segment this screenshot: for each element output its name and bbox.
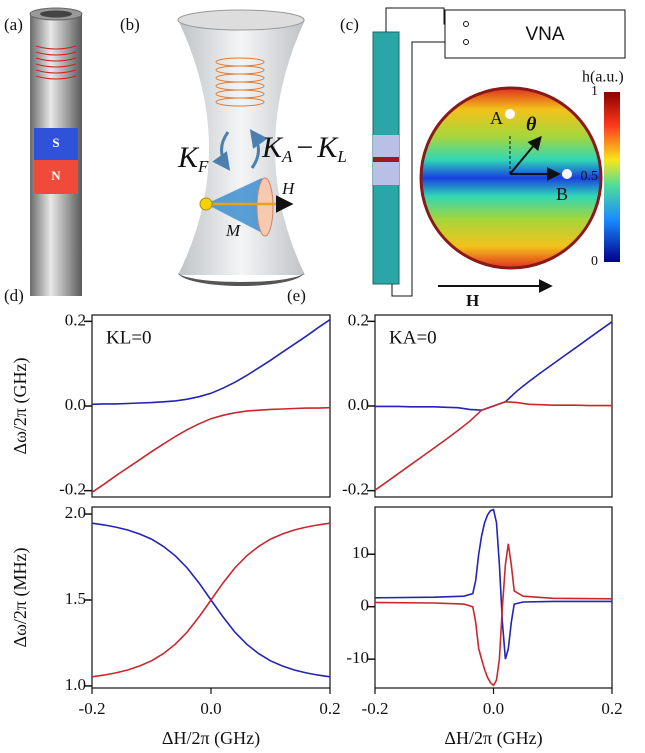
x-tick-label: 0.2 (601, 699, 622, 718)
point-label: A (490, 108, 503, 128)
moment-label: M (225, 221, 241, 240)
vna-label: VNA (525, 24, 564, 45)
y-tick-label: -0.2 (342, 480, 369, 499)
precession-cone (257, 178, 273, 236)
y-tick-label: 1.5 (65, 589, 86, 608)
y-tick-label: 1.0 (65, 675, 86, 694)
panel-label: (e) (287, 286, 306, 305)
x-tick-label: 0.0 (200, 699, 221, 718)
magnet-label: N (51, 168, 61, 183)
x-tick-label: -0.2 (362, 699, 389, 718)
spin (200, 198, 212, 210)
annotation: KL=0 (106, 327, 152, 348)
y-tick-label: 2.0 (65, 503, 86, 522)
field-arrow-label: H (466, 291, 479, 310)
colorbar-tick-label: 0.5 (581, 169, 599, 184)
annotation: KA=0 (389, 327, 437, 348)
y-tick-label: -10 (346, 648, 369, 667)
x-tick-label: 0.2 (319, 699, 340, 718)
y-tick-label: -0.2 (59, 480, 86, 499)
page: (a) (b) (c) S N KF KA−KL H M VNA A B θ h… (0, 0, 645, 753)
data-line (92, 523, 330, 677)
y-tick-label: 10 (352, 543, 369, 562)
panel-label: (d) (4, 286, 24, 305)
magnet-label: S (52, 135, 59, 150)
y-tick-label: 0.2 (65, 310, 86, 329)
y-tick-label: 0.2 (348, 310, 369, 329)
x-tick-label: -0.2 (79, 699, 106, 718)
sample (373, 157, 399, 162)
schematics: (a) (b) (c) S N KF KA−KL H M VNA A B θ h… (4, 8, 625, 310)
y-tick-label: 0 (361, 596, 370, 615)
figure: (a) (b) (c) S N KF KA−KL H M VNA A B θ h… (0, 0, 645, 753)
y-tick-label: 0.0 (348, 395, 369, 414)
x-axis-label: ΔH/2π (GHz) (444, 728, 542, 749)
y-axis-label: Δω/2π (GHz) (10, 358, 31, 455)
y-axis-label: Δω/2π (MHz) (10, 548, 31, 648)
x-axis-label: ΔH/2π (GHz) (162, 728, 260, 749)
cavity-top (178, 10, 304, 30)
field-label: H (281, 179, 296, 198)
angle-label: θ (526, 114, 537, 136)
coupling-label: KF (177, 141, 209, 176)
data-line (92, 408, 330, 493)
point (505, 109, 515, 119)
colorbar (604, 92, 620, 262)
data-line (375, 544, 612, 686)
colorbar-tick-label: 0 (591, 254, 598, 269)
plot-frame (92, 507, 330, 688)
point-label: B (556, 184, 568, 204)
port (464, 22, 469, 27)
coupling-label: KA−KL (261, 131, 347, 166)
colorbar-tick-label: 1 (591, 84, 598, 99)
panel-label: (a) (4, 15, 23, 34)
panel-label: (b) (120, 15, 140, 34)
point (562, 169, 572, 179)
data-line (375, 510, 612, 659)
rod-hole (40, 11, 72, 18)
data-line (375, 402, 612, 490)
port (464, 40, 469, 45)
colorbar-title: h(a.u.) (582, 69, 624, 86)
panel-label: (c) (340, 15, 359, 34)
x-tick-label: 0.0 (483, 699, 504, 718)
y-tick-label: 0.0 (65, 395, 86, 414)
